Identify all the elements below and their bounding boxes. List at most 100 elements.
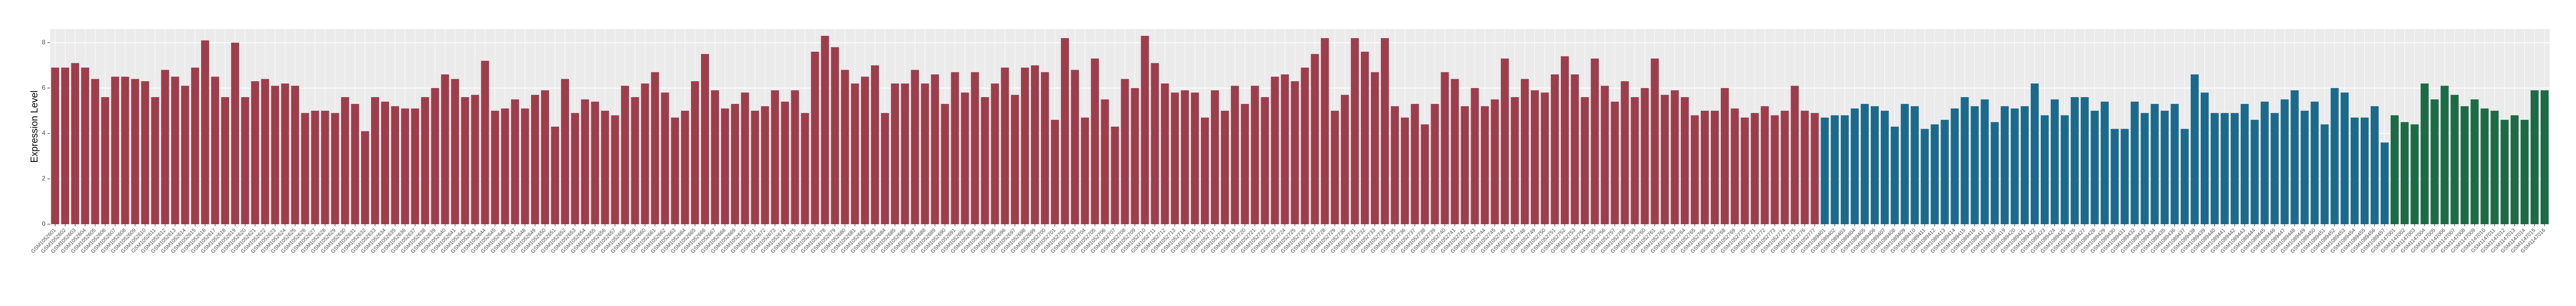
bar <box>1811 113 1819 224</box>
bar <box>241 97 249 224</box>
bar <box>1210 90 1219 224</box>
bar <box>1431 103 1439 224</box>
bar <box>1191 92 1199 224</box>
bar <box>1331 110 1339 224</box>
bar <box>1501 58 1509 224</box>
bar <box>2220 113 2229 224</box>
bar <box>1900 103 1909 224</box>
bar <box>781 101 789 224</box>
bar <box>1311 54 1319 224</box>
bar <box>211 77 220 225</box>
bar <box>2450 94 2459 224</box>
bar <box>351 103 359 224</box>
bar <box>821 35 829 224</box>
bar <box>731 103 739 224</box>
bar <box>2070 97 2079 224</box>
bar <box>1031 65 1039 224</box>
bar <box>2141 113 2149 224</box>
bar <box>1011 94 1019 224</box>
bar <box>2531 90 2539 224</box>
bar <box>1531 90 1539 224</box>
bar <box>311 110 319 224</box>
bar <box>2490 110 2499 224</box>
bar <box>261 79 269 224</box>
bar <box>481 61 489 225</box>
bar <box>1611 101 1619 224</box>
bar <box>2470 99 2479 224</box>
bar <box>2270 113 2279 224</box>
bar <box>2460 106 2469 224</box>
bar <box>981 97 989 224</box>
bar <box>1681 97 1689 224</box>
y-axis-label: Expression Level <box>29 90 40 162</box>
bar <box>2351 117 2359 224</box>
bar <box>161 70 169 224</box>
bar <box>811 52 819 224</box>
bar <box>2260 101 2269 224</box>
bar <box>1770 115 1779 224</box>
bar <box>841 70 849 224</box>
bar <box>1631 97 1639 224</box>
bar <box>191 68 200 225</box>
bar <box>611 115 619 224</box>
bar <box>1720 88 1729 224</box>
bar <box>1870 106 1879 224</box>
bar <box>2420 83 2429 225</box>
bar <box>1661 94 1669 224</box>
bar <box>1791 85 1799 224</box>
bar <box>1291 81 1299 224</box>
bar <box>1390 106 1399 224</box>
bar <box>1730 108 1739 224</box>
bar <box>2331 88 2339 224</box>
bar <box>2480 108 2489 224</box>
bar <box>1691 115 1699 224</box>
bar <box>851 83 859 225</box>
bar <box>71 63 79 224</box>
bar <box>641 83 649 225</box>
bar <box>1261 97 1269 224</box>
bar <box>2511 115 2519 224</box>
bar <box>1521 79 1529 224</box>
bar <box>1710 110 1719 224</box>
bar <box>2501 120 2509 224</box>
bar <box>1920 129 1929 224</box>
bar <box>281 83 289 225</box>
bar <box>2380 142 2389 224</box>
bar <box>1950 108 1959 224</box>
bar <box>2130 101 2139 224</box>
bar <box>931 74 939 224</box>
bar <box>961 92 969 224</box>
bar <box>621 85 629 224</box>
bar <box>461 97 469 224</box>
bar <box>700 54 709 224</box>
y-tick-label: 4 <box>42 129 45 137</box>
bar <box>1021 68 1029 225</box>
bar <box>1281 74 1289 224</box>
bar <box>221 97 230 224</box>
bar <box>1220 110 1229 224</box>
bar <box>271 85 279 224</box>
bar <box>1200 117 1209 224</box>
bar <box>171 77 179 225</box>
bar <box>1420 124 1429 224</box>
bar <box>551 127 560 224</box>
bar <box>2120 129 2129 224</box>
y-tick-label: 2 <box>42 175 45 182</box>
bar <box>941 103 949 224</box>
bar <box>2011 108 2019 224</box>
bar <box>1971 106 1979 224</box>
bar <box>2191 74 2199 224</box>
bar <box>511 99 519 224</box>
bar <box>451 79 459 224</box>
bar <box>721 108 730 224</box>
bar <box>1651 58 1659 224</box>
bar <box>951 72 959 224</box>
y-tick-label: 8 <box>42 39 45 46</box>
bar <box>1880 110 1889 224</box>
bar <box>1171 92 1179 224</box>
bar <box>2310 101 2319 224</box>
bar <box>331 113 339 224</box>
bar <box>880 113 889 224</box>
bar <box>761 106 769 224</box>
